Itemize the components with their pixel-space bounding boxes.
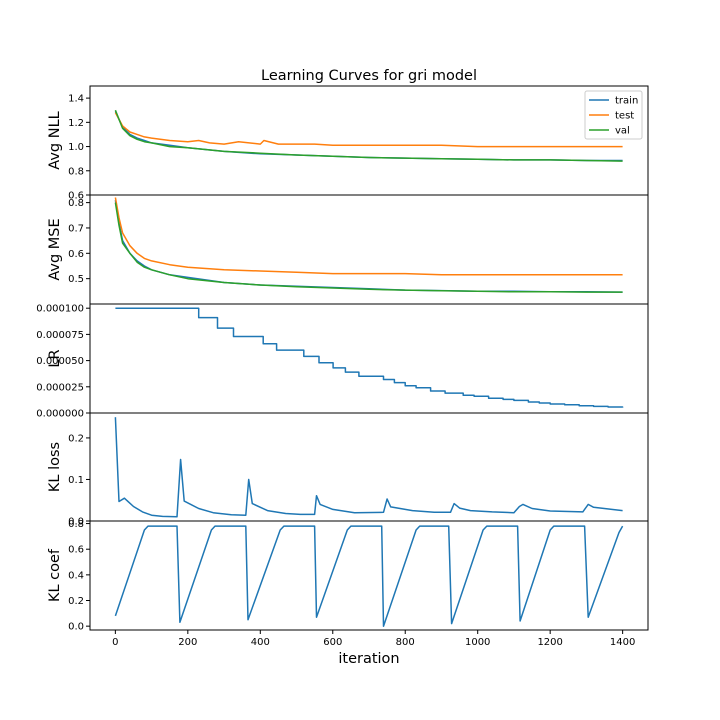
series-line-train	[114, 417, 623, 518]
y-tick-label: 0.000000	[36, 409, 84, 420]
y-tick-label: 0.0	[68, 622, 84, 633]
y-tick-label: 0.000050	[36, 356, 84, 367]
x-tick-label: 800	[396, 637, 415, 648]
x-tick-label: 1000	[465, 637, 490, 648]
x-axis-label: iteration	[338, 651, 399, 667]
y-tick-label: 1.2	[68, 118, 84, 129]
y-axis-label: LR	[47, 349, 63, 367]
series-line-val	[114, 109, 623, 162]
y-tick-label: 0.000025	[36, 382, 84, 393]
y-tick-label: 0.2	[68, 433, 84, 444]
y-tick-label: 0.000075	[36, 330, 84, 341]
y-tick-label: 0.6	[68, 249, 84, 260]
series-line-test	[114, 197, 623, 276]
y-tick-label: 0.8	[68, 198, 84, 209]
y-tick-label: 0.8	[68, 166, 84, 177]
x-tick-label: 1400	[610, 637, 635, 648]
series-line-train	[114, 525, 624, 627]
panel-nll: 0.6 0.8 1.0 1.2 1.4 Avg NLL train test val	[47, 85, 649, 202]
y-tick-label: 0.6	[68, 191, 84, 202]
x-tick-label: 200	[178, 637, 197, 648]
y-tick-label: 0.2	[68, 596, 84, 607]
x-tick-label: 1200	[537, 637, 562, 648]
x-tick-label: 0	[112, 637, 118, 648]
y-tick-label: 0.0	[68, 517, 84, 528]
y-tick-label: 0.7	[68, 223, 84, 234]
legend-box	[584, 90, 643, 140]
x-tick-label: 600	[323, 637, 342, 648]
y-tick-label: 1.0	[68, 142, 84, 153]
panel-lr: 0.000000 0.000025 0.000050 0.000075 0.000100…	[36, 303, 649, 420]
x-tick-label: 400	[251, 637, 270, 648]
legend-label-val: val	[615, 126, 630, 137]
series-line-val	[114, 202, 623, 293]
y-axis-label: Avg NLL	[47, 111, 63, 169]
y-axis-label: KL coef	[47, 548, 63, 602]
y-tick-label: 0.1	[68, 475, 84, 486]
legend: train test val	[584, 90, 643, 140]
y-tick-label: 0.8	[68, 519, 84, 530]
y-tick-label: 1.4	[68, 94, 84, 105]
y-axis-label: Avg MSE	[47, 218, 63, 280]
y-tick-label: 0.6	[68, 545, 84, 556]
legend-label-train: train	[615, 96, 638, 107]
y-tick-label: 0.4	[68, 570, 84, 581]
panel-mse: 0.5 0.6 0.7 0.8 Avg MSE	[47, 194, 649, 305]
y-tick-label: 0.000100	[36, 304, 84, 315]
panel-klcoef: 0.0 0.2 0.4 0.6 0.8 KL coef 0 200 400 600 800 1000 1…	[47, 519, 649, 648]
y-axis-label: KL loss	[47, 442, 63, 492]
series-line-train	[115, 307, 624, 408]
legend-label-test: test	[615, 111, 634, 122]
chart-title: Learning Curves for gri model	[261, 68, 477, 84]
y-tick-label: 0.5	[68, 274, 84, 285]
panel-frame	[89, 520, 649, 631]
series-line-test	[114, 112, 623, 148]
